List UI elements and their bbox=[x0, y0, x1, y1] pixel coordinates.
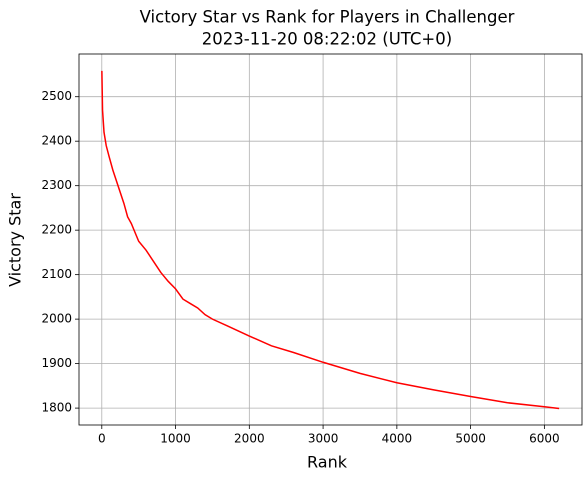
x-tick-label: 0 bbox=[98, 432, 106, 446]
y-tick-label: 2500 bbox=[41, 89, 72, 103]
chart-title: Victory Star vs Rank for Players in Chal… bbox=[140, 8, 515, 27]
x-tick-label: 1000 bbox=[160, 432, 191, 446]
y-tick-label: 1900 bbox=[41, 356, 72, 370]
y-tick-label: 2000 bbox=[41, 312, 72, 326]
chart-subtitle: 2023-11-20 08:22:02 (UTC+0) bbox=[202, 30, 452, 49]
plot-frame bbox=[78, 53, 583, 426]
x-tick-label: 6000 bbox=[529, 432, 560, 446]
x-tick-label: 4000 bbox=[382, 432, 413, 446]
y-tick-label: 1800 bbox=[41, 401, 72, 415]
y-tick-label: 2400 bbox=[41, 134, 72, 148]
line bbox=[101, 70, 560, 410]
y-tick-label: 2300 bbox=[41, 178, 72, 192]
y-axis-label: Victory Star bbox=[6, 193, 25, 287]
x-tick-label: 3000 bbox=[308, 432, 339, 446]
y-tick-label: 2200 bbox=[41, 223, 72, 237]
x-axis-label: Rank bbox=[307, 453, 348, 472]
y-tick-label: 2100 bbox=[41, 267, 72, 281]
x-tick-label: 2000 bbox=[234, 432, 265, 446]
x-tick-label: 5000 bbox=[455, 432, 486, 446]
